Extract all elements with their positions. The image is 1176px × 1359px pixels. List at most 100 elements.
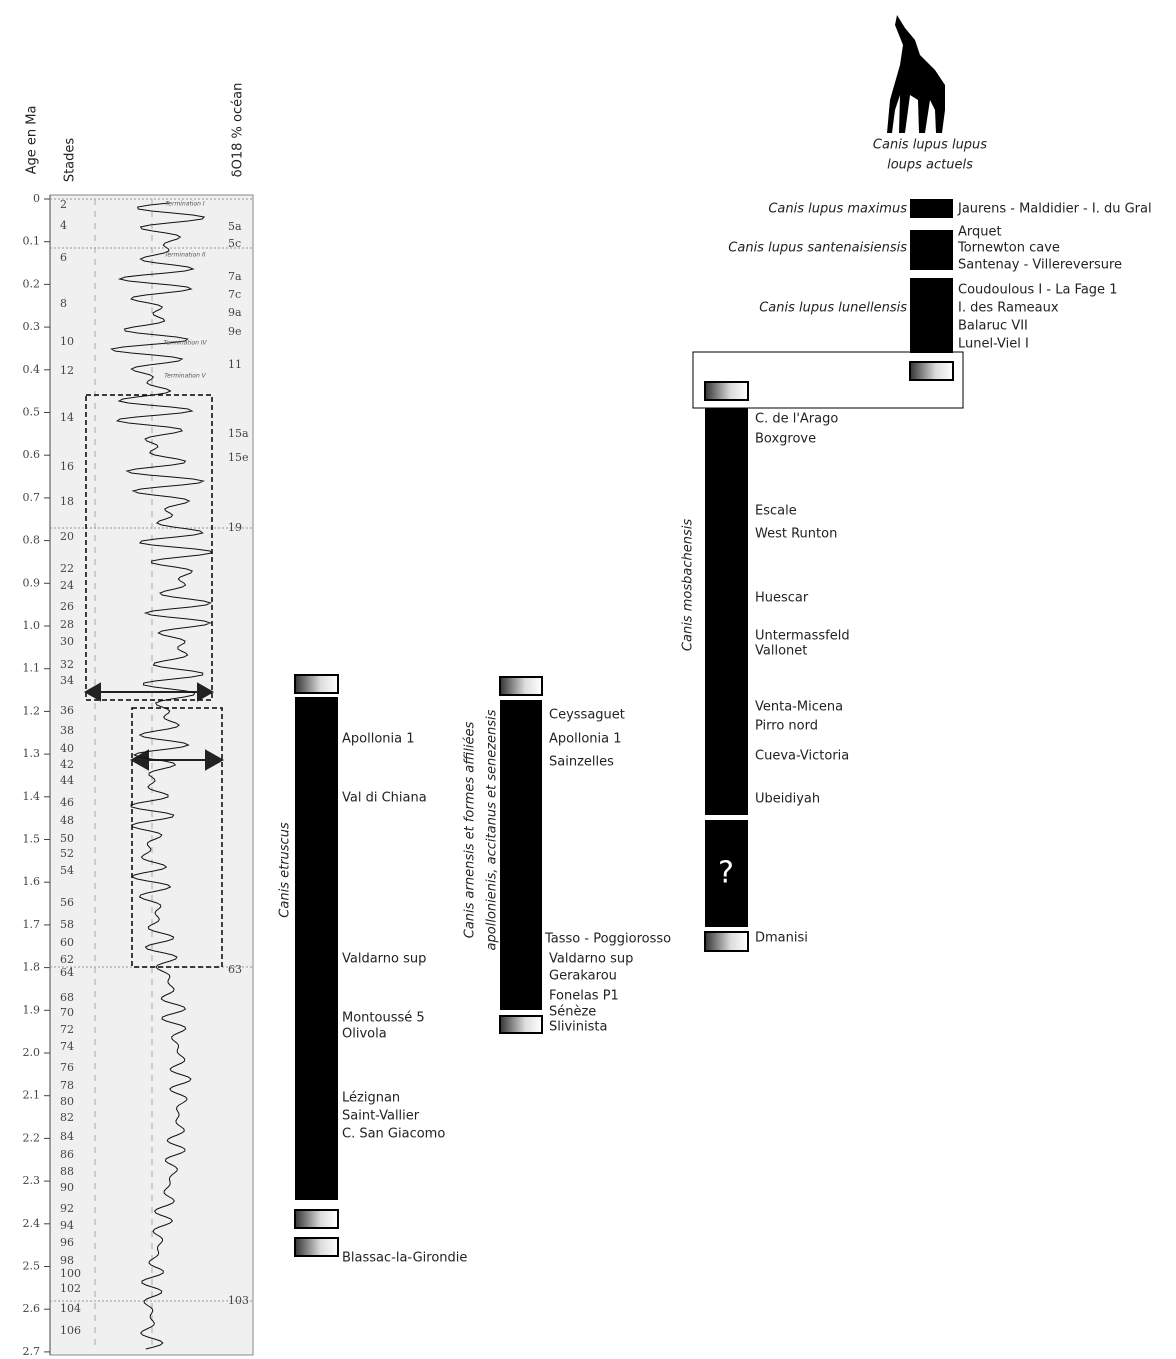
stage-label: 82 <box>60 1111 74 1124</box>
stage-label: 4 <box>60 219 67 232</box>
stage-label: 26 <box>60 600 74 613</box>
site-label: Apollonia 1 <box>549 732 622 747</box>
age-tick-label: 0.3 <box>23 320 41 333</box>
site-label: Saint-Vallier <box>342 1109 420 1124</box>
site-label: Dmanisi <box>755 931 808 946</box>
age-tick-label: 2.5 <box>23 1260 41 1273</box>
isotope-stage: 9e <box>228 325 242 338</box>
stage-label: 40 <box>60 742 74 755</box>
highlight-box <box>692 351 964 409</box>
site-label: Tornewton cave <box>957 241 1060 256</box>
site-label: Sainzelles <box>549 755 614 770</box>
isotope-stage: 11 <box>228 358 242 371</box>
site-label: Huescar <box>755 591 809 606</box>
stage-label: 88 <box>60 1165 74 1178</box>
stage-label: 100 <box>60 1267 81 1280</box>
age-tick-label: 1.0 <box>23 619 41 632</box>
stage-label: 42 <box>60 758 74 771</box>
stage-label: 84 <box>60 1130 74 1143</box>
subspecies-name: Canis lupus lunellensis <box>759 301 907 316</box>
site-label: Lunel-Viel I <box>958 337 1029 352</box>
age-tick-label: 2.0 <box>23 1046 41 1059</box>
taxon-name: Canis etruscus <box>278 822 293 918</box>
stage-label: 80 <box>60 1095 74 1108</box>
stage-label: 18 <box>60 495 74 508</box>
stage-label: 72 <box>60 1023 74 1036</box>
age-tick-label: 1.5 <box>23 833 41 846</box>
stage-label: 102 <box>60 1282 81 1295</box>
site-label: Venta-Micena <box>755 700 843 715</box>
range-arrows <box>83 682 225 771</box>
site-label: I. des Rameaux <box>958 301 1059 316</box>
isotope-stage: 9a <box>228 306 242 319</box>
stage-label: 46 <box>60 796 74 809</box>
stage-label: 30 <box>60 635 74 648</box>
age-tick-label: 1.8 <box>23 961 41 974</box>
age-tick-label: 0.8 <box>23 534 41 547</box>
isotope-curve <box>110 202 213 1350</box>
stage-label: 10 <box>60 335 74 348</box>
stage-label: 32 <box>60 658 74 671</box>
age-tick-label: 2.1 <box>23 1089 41 1102</box>
site-label: Val di Chiana <box>342 791 427 806</box>
site-label: Slivinista <box>549 1020 607 1035</box>
site-label: Lézignan <box>342 1091 400 1106</box>
site-label: Santenay - Villereversure <box>958 258 1122 273</box>
stage-label: 64 <box>60 966 74 979</box>
stage-label: 12 <box>60 364 74 377</box>
site-label: Ceyssaguet <box>549 708 625 723</box>
stage-label: 78 <box>60 1079 74 1092</box>
stage-label: 22 <box>60 562 74 575</box>
gradient-box <box>499 676 543 696</box>
site-label: Pirro nord <box>755 719 818 734</box>
isotope-stage: 7c <box>228 288 241 301</box>
isotope-stage: 7a <box>228 270 242 283</box>
stages-label: Stades <box>63 138 78 183</box>
termination-label: Termination I <box>165 201 204 208</box>
site-label: Tasso - Poggiorosso <box>544 932 671 947</box>
site-label: Coudoulous I - La Fage 1 <box>958 283 1117 298</box>
site-label: C. de l'Arago <box>755 412 838 427</box>
site-label: Montoussé 5 <box>342 1011 425 1026</box>
range-bar <box>910 230 953 270</box>
age-tick-label: 2.4 <box>23 1217 41 1230</box>
gradient-box <box>294 1237 339 1257</box>
site-label: Valdarno sup <box>549 952 633 967</box>
termination-label: Termination V <box>164 373 206 380</box>
stage-label: 68 <box>60 991 74 1004</box>
range-bar <box>295 697 338 1200</box>
stage-label: 96 <box>60 1236 74 1249</box>
stage-label: 92 <box>60 1202 74 1215</box>
taxon-name: Canis mosbachensis <box>681 519 696 651</box>
age-tick-label: 0.5 <box>23 406 41 419</box>
stage-label: 6 <box>60 251 67 264</box>
isotope-label: δO18 % océan <box>231 83 246 178</box>
taxon-name: apollonienis, accitanus et senezensis <box>485 709 500 950</box>
site-label: Gerakarou <box>549 969 617 984</box>
stage-label: 16 <box>60 460 74 473</box>
range-bar <box>910 199 953 218</box>
isotope-stage: 19 <box>228 521 242 534</box>
site-label: Jaurens - Maldidier - I. du Gral <box>957 202 1152 217</box>
stage-label: 2 <box>60 198 67 211</box>
modern-caption: loups actuels <box>887 158 973 173</box>
stage-label: 48 <box>60 814 74 827</box>
site-label: Cueva-Victoria <box>755 749 849 764</box>
taxon-name: Canis arnensis et formes affiliées <box>463 722 478 939</box>
gradient-box <box>704 931 749 952</box>
subspecies-name: Canis lupus santenaisiensis <box>728 241 907 256</box>
stage-label: 62 <box>60 953 74 966</box>
age-tick-label: 0.6 <box>23 448 41 461</box>
stage-label: 104 <box>60 1302 81 1315</box>
age-tick-label: 2.3 <box>23 1174 41 1187</box>
stage-label: 24 <box>60 579 74 592</box>
isotope-stage: 5c <box>228 237 241 250</box>
stage-label: 86 <box>60 1148 74 1161</box>
range-bar <box>910 278 953 353</box>
site-label: Escale <box>755 504 797 519</box>
stage-label: 98 <box>60 1254 74 1267</box>
stage-label: 94 <box>60 1219 74 1232</box>
age-tick-label: 2.2 <box>23 1131 41 1144</box>
unknown-mark: ? <box>718 856 734 891</box>
